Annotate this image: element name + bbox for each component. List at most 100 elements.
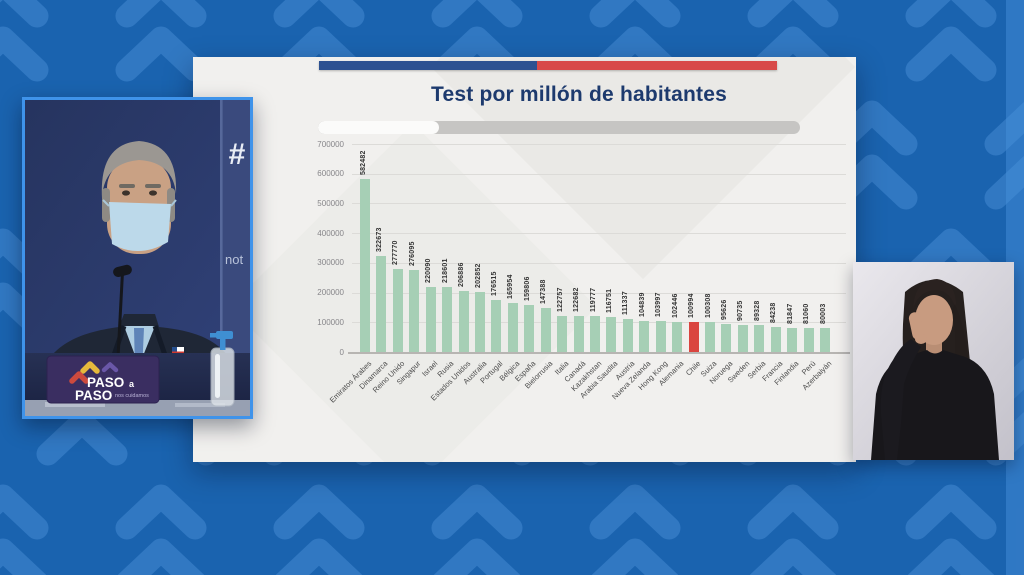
bar bbox=[360, 178, 370, 352]
chevron-up-icon bbox=[905, 0, 997, 82]
chevron-up-icon bbox=[431, 484, 523, 575]
bar bbox=[639, 320, 650, 352]
bar-value-label: 122757 bbox=[556, 286, 564, 312]
bar bbox=[754, 325, 765, 352]
chevron-up-icon bbox=[273, 484, 365, 575]
sign-purple-arrow-icon bbox=[101, 362, 119, 373]
y-tick-label: 200000 bbox=[317, 288, 344, 298]
gridline bbox=[352, 292, 846, 294]
flag-bar-blue-segment bbox=[319, 61, 537, 70]
bar-value-label: 95626 bbox=[720, 299, 728, 320]
progress-track-light-segment bbox=[318, 121, 439, 134]
bar bbox=[672, 321, 683, 352]
minister-hair-side bbox=[102, 188, 110, 222]
x-axis-line bbox=[348, 352, 850, 354]
bar-value-label: 202852 bbox=[474, 263, 482, 288]
minister-hair bbox=[101, 141, 177, 198]
bar bbox=[425, 286, 436, 352]
bar bbox=[573, 315, 584, 352]
bar bbox=[606, 317, 617, 352]
bar bbox=[655, 321, 666, 352]
bar bbox=[590, 316, 601, 352]
bar-value-label: 81060 bbox=[803, 303, 811, 324]
bar-value-label: 81847 bbox=[786, 303, 794, 324]
y-tick-label: 500000 bbox=[317, 198, 344, 208]
bar-value-label: 102446 bbox=[671, 292, 679, 318]
desk-glare bbox=[45, 402, 105, 407]
bar-value-label: 122682 bbox=[573, 286, 581, 312]
minister-eye bbox=[149, 190, 157, 196]
bar-value-label: 277770 bbox=[392, 240, 400, 266]
bar-value-label: 220090 bbox=[425, 258, 433, 283]
bar-value-label: 582482 bbox=[359, 150, 367, 175]
minister-eyebrow bbox=[119, 184, 135, 188]
bar-value-label: 218601 bbox=[441, 258, 449, 284]
interpreter-figure bbox=[853, 262, 1014, 460]
bar bbox=[622, 318, 633, 352]
bar-value-label: 176515 bbox=[490, 270, 498, 296]
bar bbox=[491, 299, 502, 352]
interpreter-face bbox=[915, 295, 953, 345]
bar bbox=[557, 315, 568, 352]
flag-bar-red-segment bbox=[537, 61, 777, 70]
bar bbox=[770, 326, 781, 352]
bar bbox=[458, 290, 469, 352]
chevron-up-icon bbox=[0, 0, 49, 82]
bar-value-label: 90735 bbox=[737, 300, 745, 322]
sign-line1: PASO bbox=[87, 375, 124, 390]
bar-value-label: 103997 bbox=[655, 292, 663, 318]
plot-area: 0 100000 200000 300000 400000 500000 600000 700… bbox=[317, 140, 850, 405]
bar-highlight-Chile bbox=[688, 321, 699, 352]
backdrop-right-panel bbox=[222, 100, 250, 360]
y-tick-label: 300000 bbox=[317, 258, 344, 268]
bar-value-label: 276095 bbox=[408, 241, 416, 266]
minister-eye bbox=[122, 190, 130, 196]
gridline bbox=[352, 233, 846, 235]
bar bbox=[392, 269, 403, 352]
chart-title: Test por millón de habitantes bbox=[431, 83, 727, 106]
minister-video-inset: # not bbox=[22, 97, 253, 419]
bar bbox=[442, 287, 453, 352]
sign-subtext: nos cuidamos bbox=[115, 393, 149, 399]
bar-value-label: 84238 bbox=[770, 302, 778, 323]
bar-value-label: 100994 bbox=[688, 293, 696, 318]
face-mask bbox=[109, 202, 171, 252]
bar-value-label: 165954 bbox=[507, 274, 515, 299]
chevron-up-icon bbox=[115, 484, 207, 575]
sign-yellow-arrow-icon bbox=[80, 361, 100, 374]
sanitizer-bottle bbox=[210, 331, 235, 407]
bar bbox=[376, 256, 387, 352]
bar-value-label: 322673 bbox=[375, 227, 383, 253]
progress-track bbox=[318, 121, 800, 134]
backdrop-word-fragment: not bbox=[225, 252, 243, 267]
bar bbox=[409, 269, 420, 352]
microphone-head bbox=[113, 264, 132, 277]
chevron-up-icon bbox=[115, 0, 207, 82]
interpreter-raised-arm bbox=[880, 339, 921, 460]
bottle-glare bbox=[215, 354, 220, 398]
bar bbox=[475, 291, 485, 352]
minister-eyebrow bbox=[145, 184, 161, 188]
bar bbox=[705, 322, 716, 352]
bar bbox=[803, 327, 814, 352]
chile-flag-accent-bar bbox=[319, 61, 777, 70]
bar-value-label: 104839 bbox=[638, 292, 646, 317]
bar-value-label: 100308 bbox=[704, 293, 712, 319]
bar bbox=[721, 323, 732, 352]
bar bbox=[820, 328, 831, 352]
bar-value-label: 116751 bbox=[605, 289, 613, 314]
pump-nozzle bbox=[210, 333, 217, 338]
desk-glare bbox=[175, 403, 225, 407]
backdrop-panel-edge bbox=[220, 100, 223, 360]
y-tick-label: 700000 bbox=[317, 139, 344, 149]
gridline bbox=[352, 203, 846, 205]
interpreter-video-inset bbox=[853, 262, 1014, 460]
microphone-stem bbox=[116, 271, 124, 356]
interpreter-hair-front bbox=[913, 279, 957, 312]
minister-figure: # not bbox=[25, 100, 250, 416]
bar-value-label: 111337 bbox=[622, 291, 630, 315]
bar-value-label: 206886 bbox=[458, 261, 466, 287]
y-tick-label: 400000 bbox=[317, 228, 344, 238]
pump-stem bbox=[220, 338, 226, 350]
